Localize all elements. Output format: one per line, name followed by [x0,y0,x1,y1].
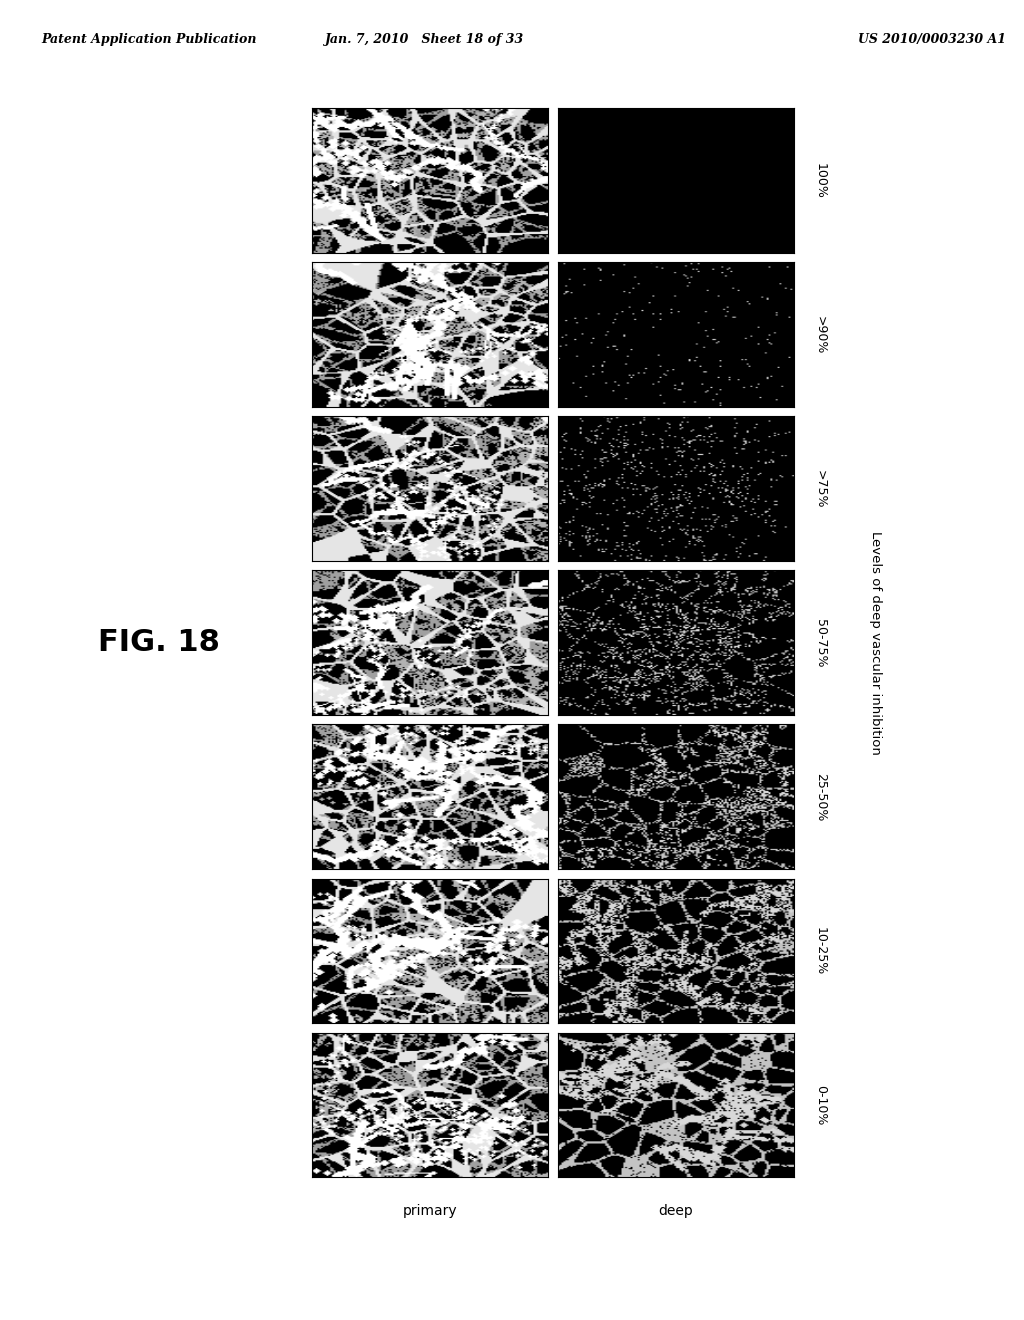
Text: 50-75%: 50-75% [814,619,827,667]
Text: 0-10%: 0-10% [814,1085,827,1125]
Text: Levels of deep vascular inhibition: Levels of deep vascular inhibition [869,531,882,755]
Text: >75%: >75% [814,470,827,508]
Text: primary: primary [402,1204,458,1218]
Text: FIG. 18: FIG. 18 [97,628,220,657]
Text: Patent Application Publication: Patent Application Publication [41,33,256,46]
Text: US 2010/0003230 A1: US 2010/0003230 A1 [858,33,1006,46]
Text: Jan. 7, 2010   Sheet 18 of 33: Jan. 7, 2010 Sheet 18 of 33 [326,33,524,46]
Text: >90%: >90% [814,315,827,354]
Text: 100%: 100% [814,162,827,198]
Text: deep: deep [658,1204,693,1218]
Text: 25-50%: 25-50% [814,772,827,821]
Text: 10-25%: 10-25% [814,927,827,975]
